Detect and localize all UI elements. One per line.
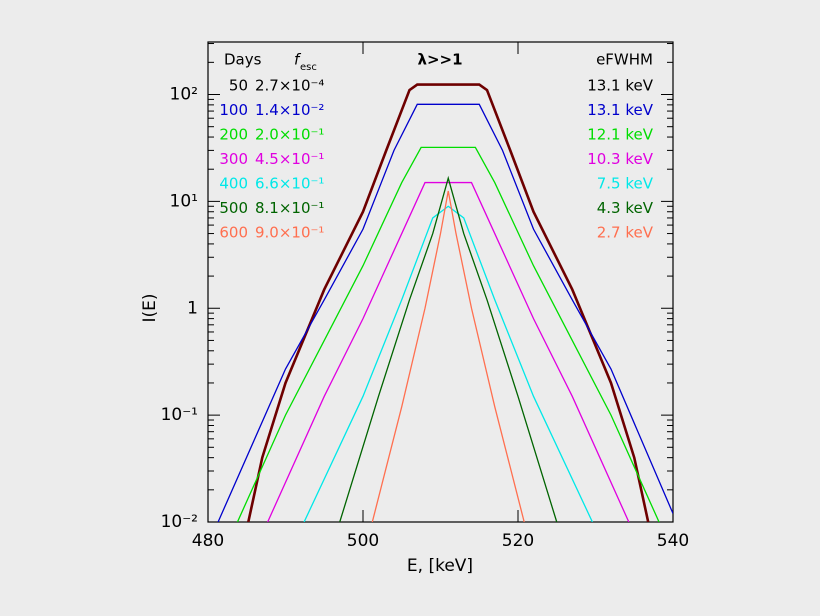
series-line	[247, 83, 650, 522]
series-line	[303, 205, 593, 522]
legend-header-days: Days	[224, 51, 262, 69]
legend-fesc: 9.0×10⁻¹	[255, 224, 324, 242]
y-tick-label: 10²	[170, 85, 198, 105]
legend-days: 500	[219, 199, 248, 217]
legend-fesc: 8.1×10⁻¹	[255, 199, 324, 217]
y-axis-label: I(E)	[140, 293, 160, 322]
legend-days: 600	[219, 224, 248, 242]
y-tick-label: 10¹	[170, 191, 198, 211]
y-tick-label: 1	[187, 298, 198, 318]
series-line	[236, 146, 660, 522]
legend-days: 400	[219, 175, 248, 193]
series-line	[217, 103, 673, 522]
x-tick-label: 520	[502, 531, 534, 551]
plot-frame	[207, 41, 674, 523]
legend-days: 300	[219, 150, 248, 168]
legend-days: 50	[229, 77, 248, 95]
legend-fesc: 1.4×10⁻²	[255, 101, 324, 119]
legend-fwhm: 13.1 keV	[587, 77, 654, 95]
y-tick-label: 10⁻¹	[161, 405, 198, 425]
chart-title: λ>>1	[417, 51, 462, 69]
legend-fwhm: 12.1 keV	[587, 126, 654, 144]
legend-header-fesc-sub: esc	[300, 62, 317, 73]
legend-days: 100	[219, 101, 248, 119]
legend-fesc: 2.7×10⁻⁴	[255, 77, 324, 95]
legend-fwhm: 10.3 keV	[587, 150, 654, 168]
legend-fwhm: 7.5 keV	[597, 175, 654, 193]
legend-days: 200	[219, 126, 248, 144]
legend-fwhm: 2.7 keV	[597, 224, 654, 242]
legend-fesc: 6.6×10⁻¹	[255, 175, 324, 193]
legend-fwhm: 13.1 keV	[587, 101, 654, 119]
plot-area	[217, 83, 673, 522]
series-line	[267, 181, 630, 522]
x-tick-label: 500	[347, 531, 379, 551]
x-tick-label: 480	[192, 531, 224, 551]
legend-fesc: 2.0×10⁻¹	[255, 126, 324, 144]
x-axis-label: E, [keV]	[407, 556, 473, 576]
y-tick-label: 10⁻²	[161, 512, 198, 532]
legend-header-fwhm: eFWHM	[596, 51, 653, 69]
legend-header-fesc: f	[294, 51, 302, 69]
series-line	[339, 175, 558, 522]
legend-fwhm: 4.3 keV	[597, 199, 654, 217]
legend-fesc: 4.5×10⁻¹	[255, 150, 324, 168]
series-line	[371, 190, 525, 522]
x-tick-label: 540	[657, 531, 689, 551]
